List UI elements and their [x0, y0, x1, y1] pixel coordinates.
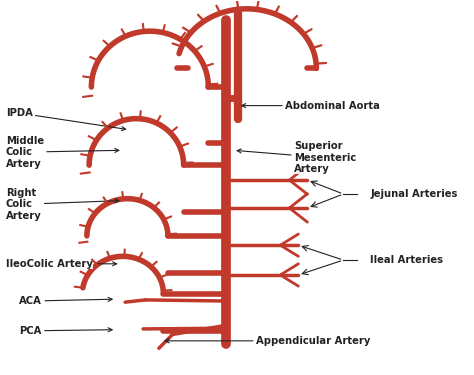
Text: Jejunal Arteries: Jejunal Arteries: [370, 189, 458, 199]
Text: IleoColic Artery: IleoColic Artery: [6, 259, 117, 269]
Text: Middle
Colic
Artery: Middle Colic Artery: [6, 135, 119, 169]
Text: Ileal Arteries: Ileal Arteries: [370, 255, 443, 265]
Text: ACA: ACA: [19, 296, 112, 306]
Text: Appendicular Artery: Appendicular Artery: [165, 336, 370, 346]
Text: PCA: PCA: [19, 326, 112, 336]
Text: Superior
Mesenteric
Artery: Superior Mesenteric Artery: [237, 141, 356, 174]
Text: IPDA: IPDA: [6, 108, 126, 130]
Text: Abdominal Aorta: Abdominal Aorta: [242, 100, 380, 111]
Text: Right
Colic
Artery: Right Colic Artery: [6, 188, 119, 221]
